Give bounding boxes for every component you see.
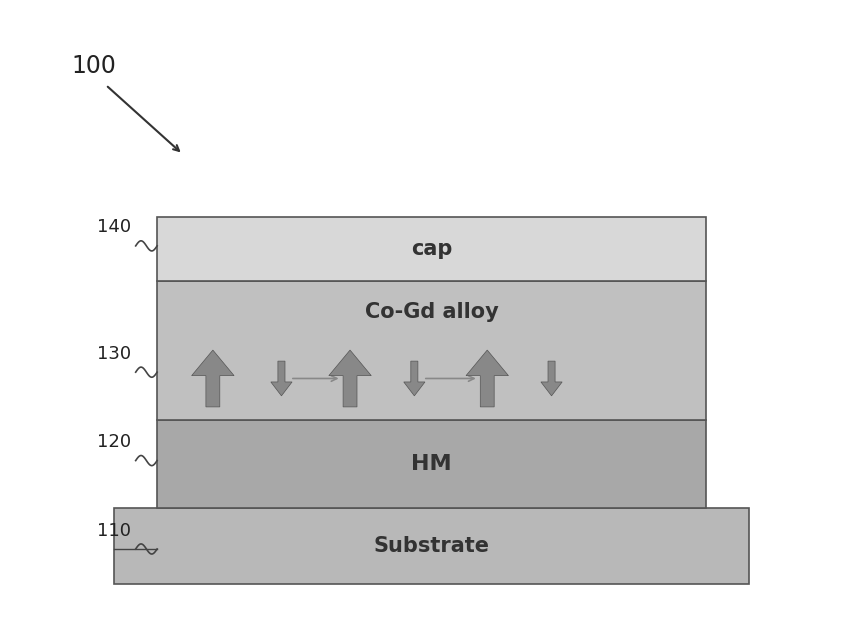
FancyArrow shape <box>192 350 234 407</box>
Text: 130: 130 <box>98 345 131 362</box>
Bar <box>157 420 706 508</box>
Text: 100: 100 <box>72 54 117 78</box>
Text: Substrate: Substrate <box>374 536 489 556</box>
Text: cap: cap <box>411 239 452 259</box>
FancyArrow shape <box>271 361 292 396</box>
FancyArrow shape <box>541 361 562 396</box>
Bar <box>114 508 749 583</box>
FancyArrow shape <box>466 350 508 407</box>
Text: 120: 120 <box>98 433 131 451</box>
Bar <box>157 217 706 281</box>
Text: Co-Gd alloy: Co-Gd alloy <box>365 302 498 322</box>
FancyArrow shape <box>404 361 425 396</box>
Bar <box>157 281 706 420</box>
Text: 110: 110 <box>98 522 131 540</box>
Text: 140: 140 <box>98 218 131 236</box>
FancyArrow shape <box>329 350 371 407</box>
Text: HM: HM <box>411 454 452 474</box>
